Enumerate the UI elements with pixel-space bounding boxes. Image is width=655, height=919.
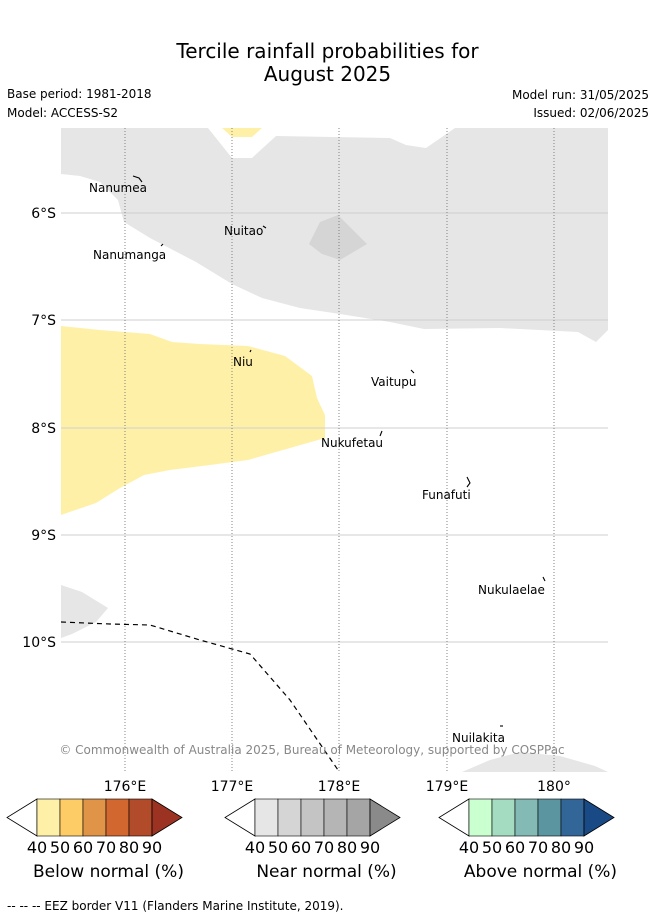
probability-shading [61,128,608,772]
eez-footnote: -- -- -- EEZ border V11 (Flanders Marine… [7,899,344,913]
colorbar-near-segment [254,798,279,837]
label-nuitao: Nuitao [224,224,263,238]
label-niu: Niu [233,355,253,369]
lat-label-7s: 7°S [31,313,56,329]
title-line-2: August 2025 [263,62,392,86]
issued-date: Issued: 02/06/2025 [533,106,649,120]
longitude-gridlines [124,128,555,772]
colorbar-near-tick-label: 70 [314,838,334,857]
lon-label-178e: 178°E [318,779,361,795]
island-vaitupu-shape [410,369,415,374]
near-normal-area-southwest [61,585,108,638]
island-nukulaelae-shape [542,576,546,582]
island-nanumanga-shape [160,243,164,247]
colorbar-below-over-triangle [151,798,183,837]
lon-label-180: 180° [537,779,571,795]
colorbar-above-under-triangle [438,798,470,837]
below-normal-area-top [222,128,262,137]
colorbar-above-segment [468,798,493,837]
lon-label-176e: 176°E [104,779,147,795]
colorbar-above-tick-label: 80 [551,838,571,857]
colorbar-below-segment [59,798,84,837]
label-nukulaelae: Nukulaelae [478,583,545,597]
lat-label-8s: 8°S [31,421,56,437]
label-nukufetau: Nukufetau [321,436,383,450]
map-title: Tercile rainfall probabilities for Augus… [0,40,655,86]
colorbar-title-above: Above normal (%) [463,862,618,882]
colorbar-near-tick-label: 60 [291,838,311,857]
label-nanumea: Nanumea [89,181,147,195]
colorbar-title-below: Below normal (%) [33,862,184,882]
colorbar-above-normal: 40 50 60 70 80 90 [438,798,615,857]
island-nukufetau-shape [379,430,383,437]
colorbar-near-segment [277,798,302,837]
lat-label-6s: 6°S [31,206,56,222]
title-line-1: Tercile rainfall probabilities for [176,39,479,63]
island-niu-shape [249,349,252,353]
colorbar-below-tick-label: 40 [27,838,47,857]
colorbar-near-over-triangle [369,798,401,837]
colorbar-near-segment [323,798,348,837]
label-funafuti: Funafuti [422,488,471,502]
colorbar-near-under-triangle [224,798,256,837]
colorbar-below-tick-label: 80 [119,838,139,857]
colorbar-above-tick-label: 90 [574,838,594,857]
colorbar-above-segment [560,798,585,837]
colorbar-below-tick-label: 70 [96,838,116,857]
island-nanumea-shape [132,175,143,183]
model-name: Model: ACCESS-S2 [7,106,119,120]
lat-label-9s: 9°S [31,528,56,544]
colorbar-below-tick-label: 50 [50,838,70,857]
lon-label-177e: 177°E [211,779,254,795]
island-outlines [132,175,546,727]
colorbar-above-tick-label: 60 [505,838,525,857]
colorbar-above-tick-label: 70 [528,838,548,857]
label-nanumanga: Nanumanga [93,248,166,262]
colorbar-below-segment [128,798,153,837]
island-nuitao-shape [262,225,267,229]
colorbar-below-segment [82,798,107,837]
colorbar-near-tick-label: 40 [245,838,265,857]
island-funafuti-shape [466,476,471,488]
model-run: Model run: 31/05/2025 [511,88,649,102]
base-period: Base period: 1981-2018 [7,87,152,101]
eez-border [60,621,339,771]
lon-label-179e: 179°E [426,779,469,795]
colorbar-below-tick-label: 60 [73,838,93,857]
colorbar-near-segment [300,798,325,837]
colorbar-near-segment [346,798,371,837]
colorbar-below-segment [36,798,61,837]
copyright-notice: © Commonwealth of Australia 2025, Bureau… [59,743,564,757]
near-normal-area-darker [309,215,367,260]
colorbar-above-segment [514,798,539,837]
below-normal-area-west [61,326,325,515]
colorbar-near-normal: 40 50 60 70 80 90 [224,798,401,857]
lat-label-10s: 10°S [22,635,56,651]
label-nuilakita: Nuilakita [452,731,505,745]
label-vaitupu: Vaitupu [371,375,417,389]
colorbar-near-tick-label: 90 [360,838,380,857]
colorbar-above-tick-label: 40 [459,838,479,857]
colorbar-above-segment [491,798,516,837]
colorbar-below-segment [105,798,130,837]
colorbar-title-near: Near normal (%) [256,862,397,882]
colorbar-above-segment [537,798,562,837]
colorbar-near-tick-label: 50 [268,838,288,857]
colorbar-below-tick-label: 90 [142,838,162,857]
colorbar-above-over-triangle [583,798,615,837]
latitude-gridlines [61,212,608,643]
colorbar-below-under-triangle [6,798,38,837]
colorbar-above-tick-label: 50 [482,838,502,857]
near-normal-area-southeast [462,752,608,772]
colorbar-near-tick-label: 80 [337,838,357,857]
colorbar-below-normal: 40 50 60 70 80 90 [6,798,183,857]
